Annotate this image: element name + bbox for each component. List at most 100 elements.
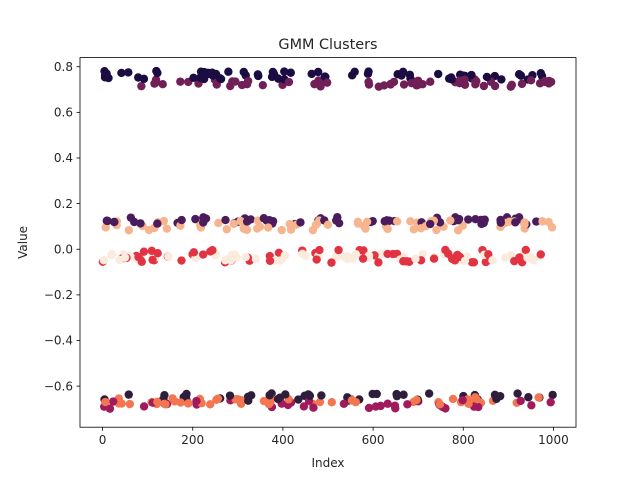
data-point (322, 78, 332, 87)
data-point (151, 78, 160, 87)
data-point (390, 401, 400, 410)
data-point (280, 67, 289, 76)
data-point (110, 217, 119, 227)
data-point (532, 217, 541, 226)
data-point (124, 390, 133, 399)
data-point (205, 400, 215, 409)
data-point (286, 68, 295, 77)
data-point (124, 226, 134, 235)
data-point (208, 246, 217, 255)
data-point (299, 402, 309, 411)
data-point (372, 389, 381, 399)
data-point (195, 73, 205, 82)
data-point (225, 391, 235, 400)
data-point (358, 254, 368, 263)
data-point (376, 401, 385, 411)
data-point (100, 66, 109, 76)
data-point (464, 215, 473, 224)
data-point (101, 397, 110, 407)
data-point (296, 218, 305, 227)
data-point (191, 214, 200, 224)
data-point (446, 216, 455, 225)
data-point (159, 216, 169, 226)
x-tick-label: 800 (452, 433, 475, 447)
data-point (460, 256, 470, 266)
data-point (241, 252, 250, 262)
x-tick-label: 400 (271, 433, 294, 447)
data-point (484, 250, 493, 259)
data-point (103, 216, 112, 226)
data-point (538, 217, 547, 226)
data-point (496, 215, 505, 225)
data-point (435, 400, 445, 409)
data-point (472, 77, 481, 86)
data-point (480, 215, 489, 224)
data-point (507, 80, 517, 90)
data-point (488, 256, 497, 265)
data-point (213, 394, 223, 403)
x-tick-label: 200 (181, 433, 204, 447)
data-point (294, 395, 303, 404)
data-point (351, 249, 361, 259)
data-point (446, 73, 456, 82)
data-point (120, 253, 130, 262)
data-point (162, 224, 172, 233)
data-point (285, 219, 294, 229)
data-point (412, 77, 421, 87)
data-point (189, 248, 199, 257)
data-point (323, 220, 333, 230)
data-point (258, 80, 268, 90)
data-point (305, 391, 315, 400)
data-point (108, 397, 118, 406)
data-point (130, 217, 139, 227)
data-point (136, 219, 145, 228)
data-point (259, 396, 269, 406)
data-point (239, 67, 248, 77)
data-point (252, 224, 262, 233)
chart-title: GMM Clusters (278, 37, 377, 53)
data-point (144, 225, 154, 235)
data-point (332, 216, 341, 225)
data-point (152, 66, 161, 76)
data-point (332, 252, 341, 261)
data-point (176, 77, 185, 86)
data-point (160, 399, 169, 408)
data-point (307, 69, 316, 79)
data-point (540, 76, 549, 86)
data-point (353, 219, 363, 228)
data-point (521, 245, 530, 255)
y-axis-label: Value (16, 226, 30, 259)
data-point (327, 258, 336, 267)
data-point (280, 251, 290, 260)
data-point (125, 399, 135, 409)
data-point (117, 399, 126, 408)
data-point (214, 218, 223, 228)
data-point (424, 389, 434, 398)
data-point (244, 396, 253, 405)
data-point (277, 225, 286, 235)
data-point (265, 256, 275, 265)
data-point (516, 396, 525, 406)
data-point (224, 67, 233, 76)
data-point (377, 249, 386, 259)
data-point (284, 77, 294, 87)
data-point (198, 250, 208, 259)
data-point (544, 217, 553, 227)
y-tick-label: 0.0 (54, 242, 73, 256)
y-tick-label: −0.6 (44, 379, 73, 393)
data-point (148, 255, 157, 265)
data-point (216, 74, 226, 84)
data-point (139, 74, 149, 84)
data-point (412, 395, 421, 405)
data-point (251, 254, 260, 264)
data-point (184, 399, 193, 408)
data-point (104, 73, 113, 83)
data-point (177, 215, 186, 225)
y-tick-label: 0.4 (54, 151, 73, 165)
data-point (316, 82, 325, 91)
data-point (309, 403, 318, 412)
data-point (548, 390, 557, 400)
data-point (315, 397, 325, 407)
data-point (448, 394, 458, 404)
data-point (242, 225, 252, 234)
